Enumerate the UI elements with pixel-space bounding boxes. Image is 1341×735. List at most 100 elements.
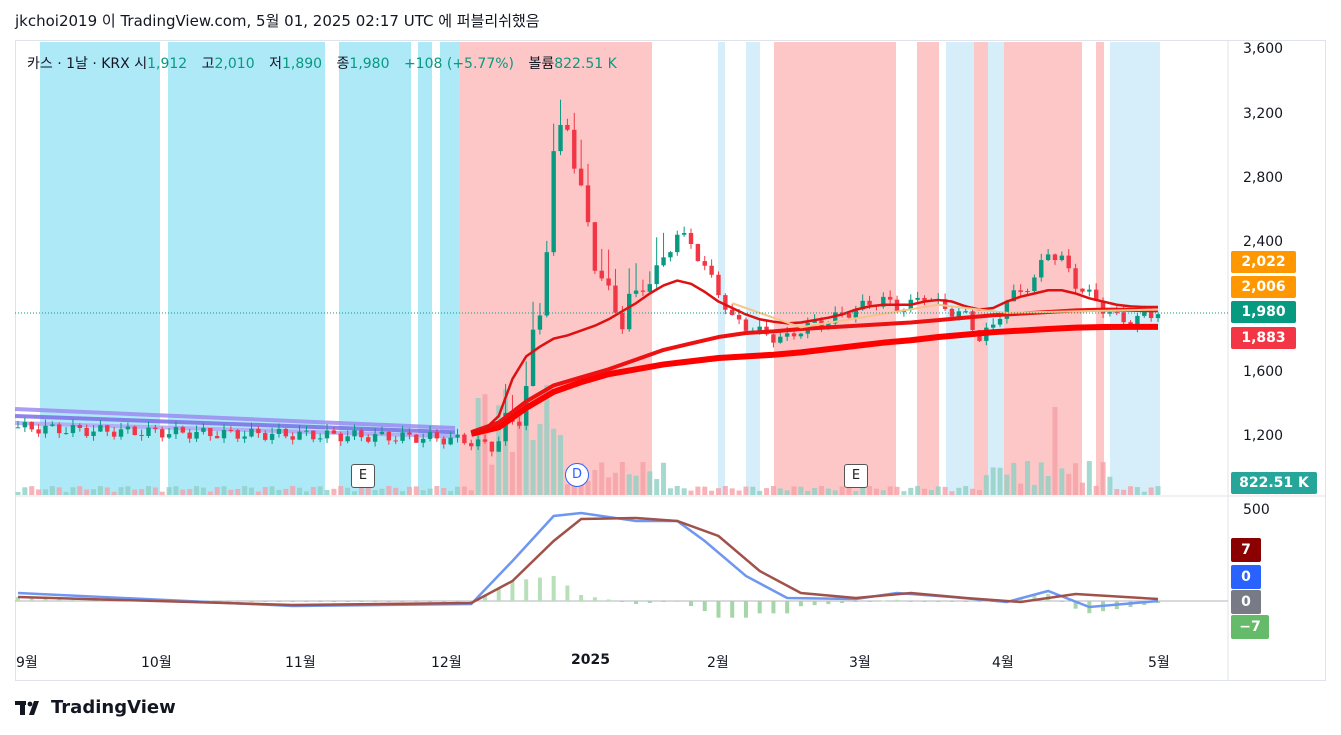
ma-slow-line	[470, 323, 1158, 437]
candle-body	[647, 284, 653, 292]
candle-body	[990, 324, 996, 328]
volume-bar	[393, 487, 399, 495]
tradingview-logo[interactable]: TradingView	[15, 697, 176, 718]
volume-bar	[152, 487, 158, 495]
candle-body	[139, 434, 144, 436]
candle-body	[798, 333, 804, 337]
candle-body	[63, 433, 69, 435]
volume-bar	[125, 486, 131, 495]
candle-body	[1135, 315, 1140, 328]
macd-histogram-bar	[881, 600, 886, 602]
volume-bar	[770, 486, 776, 495]
candle-body	[517, 421, 522, 426]
chart-frame[interactable]	[15, 40, 1326, 681]
candle-body	[1059, 255, 1065, 261]
macd-histogram-bar	[222, 600, 227, 602]
candle-body	[1107, 312, 1113, 314]
high-label: 고	[201, 56, 215, 72]
candle-body	[833, 312, 838, 324]
volume-bar	[709, 490, 715, 495]
candle-body	[565, 124, 570, 130]
candle-body	[269, 433, 275, 440]
candle-body	[887, 296, 893, 300]
candle-body	[160, 429, 165, 438]
volume-bar	[1148, 487, 1154, 495]
candle-body	[1011, 290, 1016, 302]
macd-badge-hist: −7	[1231, 615, 1269, 639]
macd-histogram-bar	[867, 601, 872, 602]
volume-bar	[358, 486, 364, 495]
candle-body	[1121, 312, 1126, 323]
candle-body	[716, 274, 721, 296]
macd-pane	[15, 511, 1228, 618]
macd-histogram-bar	[675, 601, 680, 602]
volume-bar	[997, 467, 1003, 495]
bear-zone	[460, 42, 652, 495]
candle-body	[324, 430, 330, 439]
publish-header: jkchoi2019 이 TradingView.com, 5월 01, 202…	[15, 12, 540, 30]
volume-bar	[297, 487, 303, 495]
volume-bar	[194, 486, 200, 495]
macd-histogram-bar	[304, 601, 309, 602]
volume-bar	[1031, 484, 1037, 495]
candle-body	[681, 233, 687, 235]
close-value: 1,980	[349, 56, 390, 72]
volume-bar	[839, 486, 845, 495]
volume-bar	[722, 486, 728, 495]
candle-body	[475, 439, 481, 447]
candle-body	[359, 430, 364, 438]
last-price-badge: 1,980	[1231, 301, 1296, 323]
symbol-label[interactable]: 카스 · 1날 · KRX	[27, 56, 130, 72]
volume-bar	[207, 491, 213, 495]
volume-bar	[49, 486, 55, 495]
volume-bar	[255, 491, 261, 495]
volume-bar	[640, 462, 646, 495]
dividend-event-icon[interactable]: D	[565, 463, 589, 487]
volume-bar	[860, 487, 866, 495]
candle-body	[1093, 289, 1099, 301]
macd-histogram-bar	[716, 601, 721, 618]
candle-body	[228, 429, 234, 431]
volume-bar	[791, 486, 797, 495]
bear-zone	[1096, 42, 1104, 495]
candle-body	[15, 427, 21, 429]
x-tick: 11월	[285, 655, 316, 671]
volume-bar	[626, 474, 632, 495]
candle-body	[434, 432, 440, 439]
volume-bar	[544, 385, 550, 495]
candle-body	[283, 428, 289, 437]
macd-histogram-bar	[1032, 595, 1037, 601]
macd-histogram-bar	[482, 595, 487, 601]
volume-bar	[1059, 468, 1065, 495]
macd-histogram-bar	[345, 601, 350, 602]
candle-body	[1045, 254, 1051, 261]
candle-body	[846, 313, 852, 318]
volume-bar	[585, 480, 591, 495]
candle-body	[1155, 314, 1161, 319]
bull-zone-light	[946, 42, 974, 495]
candle-body	[668, 252, 673, 258]
macd-histogram-bar	[1073, 601, 1078, 609]
volume-bar	[166, 487, 172, 495]
macd-histogram-bar	[290, 601, 295, 602]
volume-bar	[132, 489, 138, 495]
macd-histogram-bar	[441, 601, 446, 602]
volume-bar	[235, 488, 241, 495]
candle-body	[1004, 301, 1010, 319]
x-tick: 3월	[849, 655, 871, 671]
close-label: 종	[336, 56, 350, 72]
volume-bar	[654, 479, 660, 495]
candle-body	[709, 265, 714, 275]
volume-bar	[84, 489, 90, 495]
volume-bar	[1073, 463, 1079, 495]
earnings-event-icon[interactable]: E	[351, 464, 375, 488]
macd-histogram-bar	[359, 601, 364, 602]
earnings-event-icon[interactable]: E	[844, 464, 868, 488]
price-chart[interactable]	[0, 0, 1341, 685]
candle-body	[420, 438, 426, 443]
x-tick: 2025	[571, 652, 610, 668]
volume-bar	[228, 489, 234, 495]
bull-zone	[418, 42, 432, 495]
volume-bar	[118, 487, 124, 495]
candle-body	[84, 427, 89, 436]
